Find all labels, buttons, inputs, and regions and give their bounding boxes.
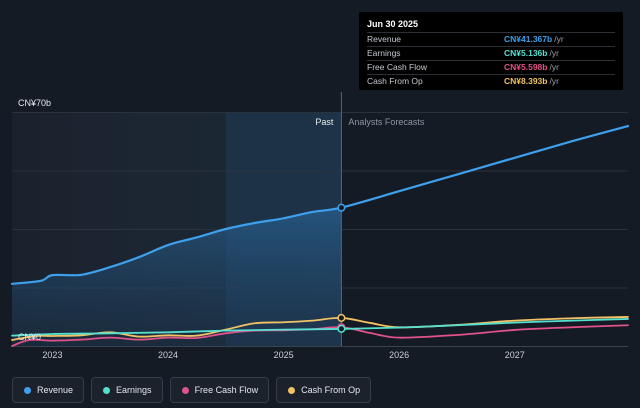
tooltip-row-free-cash-flow: Free Cash Flow CN¥5.598b /yr	[367, 60, 615, 74]
x-tick-label: 2025	[274, 350, 294, 360]
legend-item-cash-from-op[interactable]: Cash From Op	[276, 377, 372, 403]
tooltip-unit: /yr	[549, 76, 559, 86]
legend-label: Cash From Op	[301, 385, 361, 395]
series-marker-earnings	[337, 324, 346, 333]
tooltip-unit: /yr	[549, 62, 559, 72]
legend-item-revenue[interactable]: Revenue	[12, 377, 85, 403]
legend-label: Free Cash Flow	[194, 385, 259, 395]
legend-item-free-cash-flow[interactable]: Free Cash Flow	[169, 377, 270, 403]
x-tick-label: 2024	[158, 350, 178, 360]
tooltip-date: Jun 30 2025	[367, 19, 419, 29]
legend: Revenue Earnings Free Cash Flow Cash Fro…	[0, 372, 640, 408]
tooltip-value: CN¥8.393b	[504, 76, 548, 86]
tooltip-unit: /yr	[549, 48, 559, 58]
legend-item-earnings[interactable]: Earnings	[91, 377, 163, 403]
chart-area: CN¥70b CN¥0 Past Analysts Forecasts 2023 2024…	[10, 12, 630, 360]
series-marker-revenue	[337, 203, 346, 212]
legend-dot-icon	[24, 386, 31, 394]
series-line-revenue	[10, 124, 630, 285]
series-marker-cash-from-op	[337, 313, 346, 322]
past-label: Past	[315, 117, 334, 127]
tooltip-label: Revenue	[367, 34, 402, 44]
series-line-earnings	[11, 318, 629, 337]
legend-label: Revenue	[37, 385, 74, 395]
x-tick-label: 2027	[505, 350, 525, 360]
legend-dot-icon	[288, 386, 296, 394]
tooltip-value: CN¥41.367b	[504, 34, 553, 44]
forecast-label: Analysts Forecasts	[348, 117, 425, 127]
tooltip-unit: /yr	[554, 34, 564, 44]
tooltip-label: Cash From Op	[367, 76, 423, 86]
legend-label: Earnings	[116, 385, 152, 395]
tooltip-value: CN¥5.136b	[504, 48, 548, 58]
y-axis-label-bottom: CN¥0	[18, 332, 41, 342]
chart-svg: CN¥70b CN¥0 Past Analysts Forecasts 2023 2024…	[10, 92, 630, 360]
tooltip-row-earnings: Earnings CN¥5.136b /yr	[367, 46, 615, 60]
x-tick-label: 2023	[42, 350, 62, 360]
tooltip-label: Earnings	[367, 48, 401, 58]
revenue-area	[12, 207, 342, 346]
tooltip-value: CN¥5.598b	[504, 62, 548, 72]
legend-dot-icon	[103, 386, 111, 394]
tooltip-row-cash-from-op: Cash From Op CN¥8.393b /yr	[367, 74, 615, 88]
tooltip-row-revenue: Revenue CN¥41.367b /yr	[367, 32, 615, 46]
tooltip-label: Free Cash Flow	[367, 62, 427, 72]
x-tick-label: 2026	[389, 350, 409, 360]
y-axis-label-top: CN¥70b	[18, 98, 51, 108]
tooltip: Jun 30 2025 Revenue CN¥41.367b /yr Earni…	[359, 12, 623, 90]
legend-dot-icon	[181, 386, 189, 394]
